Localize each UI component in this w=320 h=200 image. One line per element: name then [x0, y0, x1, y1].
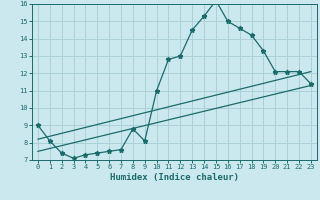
X-axis label: Humidex (Indice chaleur): Humidex (Indice chaleur) [110, 173, 239, 182]
